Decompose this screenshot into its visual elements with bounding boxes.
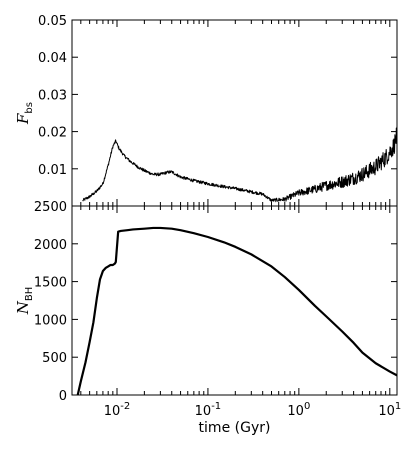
plot-frame-bottom <box>71 205 398 396</box>
xtick-label-exp-3: 1 <box>395 401 401 412</box>
ytick-label-top-4: 0.05 <box>38 14 67 29</box>
series-line-bottom-0 <box>76 226 398 396</box>
xtick-label-base-3: 10 <box>378 404 395 419</box>
xtick-label-1: 10-1 <box>195 401 222 419</box>
ytick-label-top-1: 0.02 <box>38 126 67 141</box>
xtick-label-3: 101 <box>378 401 401 419</box>
ytick-label-bottom-5: 2500 <box>34 200 67 215</box>
ytick-label-top-0: 0.01 <box>38 163 67 178</box>
ylabel-sub-top: bs <box>24 102 35 114</box>
xtick-label-0: 10-2 <box>104 401 131 419</box>
ytick-label-bottom-1: 500 <box>42 351 67 366</box>
xtick-label-2: 100 <box>287 401 310 419</box>
ytick-label-top-2: 0.03 <box>38 88 67 103</box>
xtick-label-exp-1: -1 <box>211 401 221 412</box>
ytick-label-bottom-4: 2000 <box>34 238 67 253</box>
ytick-label-bottom-0: 0 <box>59 389 67 404</box>
ylabel-top: Fbs <box>14 102 35 125</box>
xlabel: time (Gyr) <box>199 420 271 436</box>
ytick-label-bottom-2: 1000 <box>34 313 67 328</box>
series-line-top-0 <box>82 126 398 203</box>
xtick-label-base-0: 10 <box>104 404 121 419</box>
xtick-label-base-1: 10 <box>195 404 212 419</box>
xtick-label-base-2: 10 <box>287 404 304 419</box>
ylabel-bottom: NBH <box>14 287 35 316</box>
ylabel-sub-bottom: BH <box>24 287 35 301</box>
xtick-label-exp-2: 0 <box>304 401 310 412</box>
panel-top: 0.01 0.02 0.03 0.04 0.05 Fbs <box>14 14 398 207</box>
ylabel-main-top: F <box>14 113 32 125</box>
ytick-label-top-3: 0.04 <box>38 51 67 66</box>
ytick-label-bottom-3: 1500 <box>34 276 67 291</box>
xtick-label-exp-0: -2 <box>120 401 130 412</box>
ylabel-main-bottom: N <box>14 300 32 315</box>
